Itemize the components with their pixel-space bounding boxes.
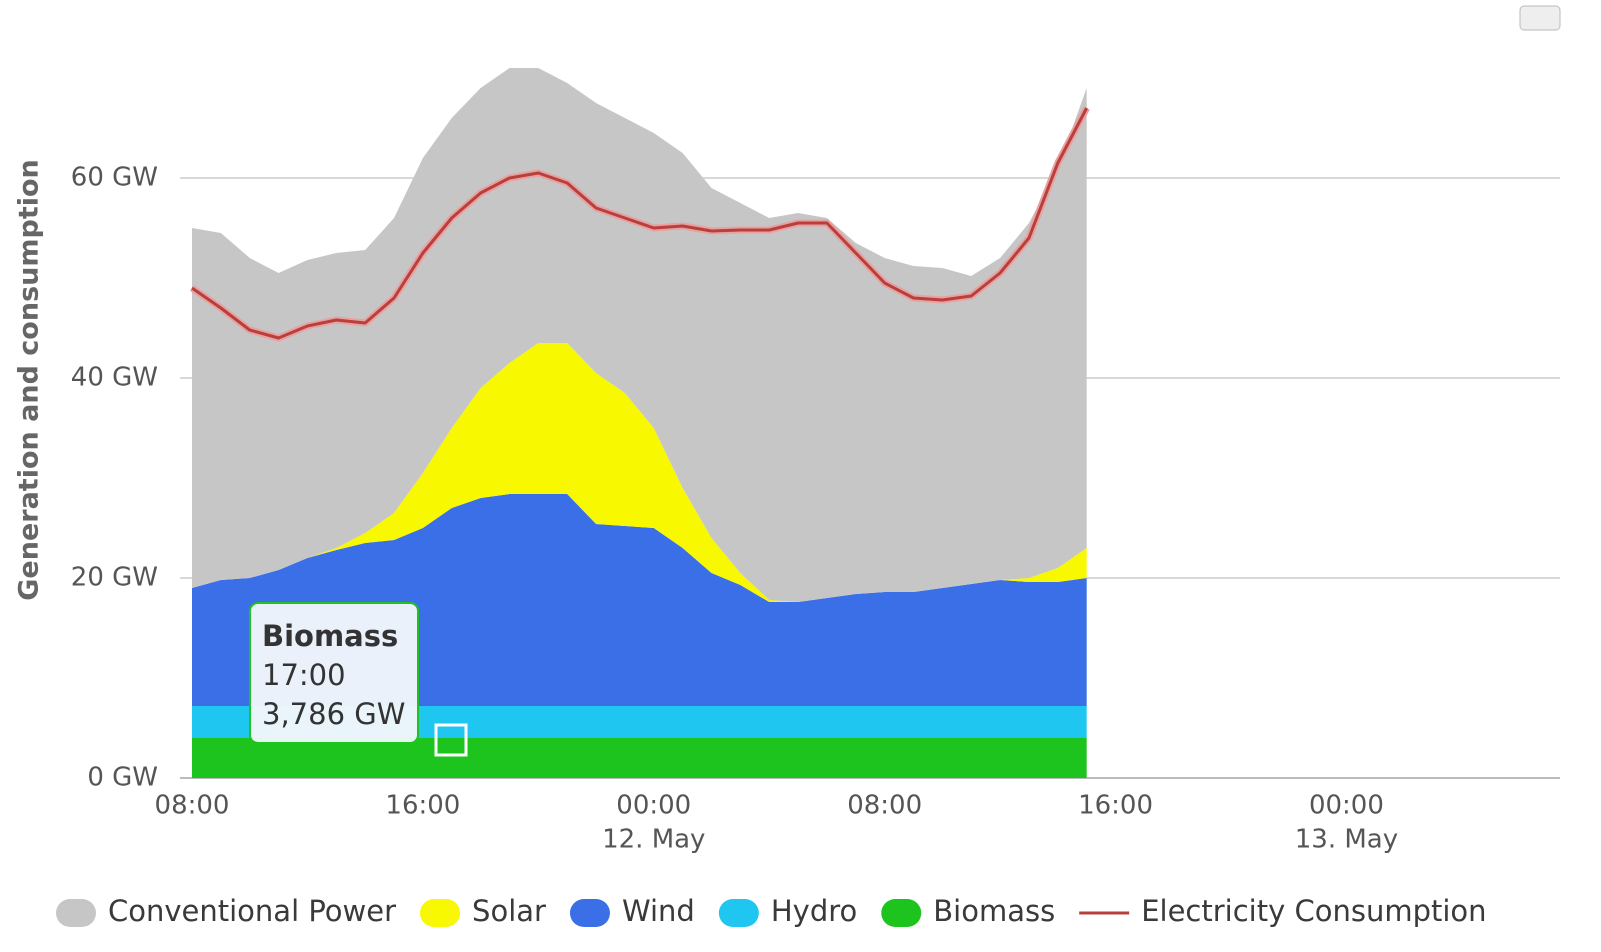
plot-area bbox=[180, 68, 1560, 779]
area bbox=[192, 343, 1087, 602]
y-tick-label: 40 GW bbox=[71, 363, 158, 393]
legend-symbol bbox=[420, 899, 461, 927]
tooltip-value: 3,786 GW bbox=[262, 697, 405, 731]
legend-item: Biomass bbox=[933, 894, 1055, 928]
export-button[interactable] bbox=[1519, 5, 1561, 31]
y-tick-label: 60 GW bbox=[71, 163, 158, 193]
hover-marker bbox=[434, 723, 468, 757]
legend-item: Electricity Consumption bbox=[1141, 894, 1486, 928]
legend-symbol bbox=[718, 899, 759, 927]
y-tick-label: 0 GW bbox=[87, 763, 158, 793]
legend-item: Solar bbox=[472, 894, 546, 928]
legend-item: Wind bbox=[622, 894, 695, 928]
x-day-label: 13. May bbox=[1295, 825, 1398, 855]
legend-symbol bbox=[56, 899, 96, 927]
tooltip: Biomass 17:00 3,786 GW bbox=[249, 602, 468, 757]
y-tick-label: 20 GW bbox=[71, 563, 158, 593]
tooltip-title: Biomass bbox=[262, 619, 398, 653]
legend-item: Hydro bbox=[771, 894, 857, 928]
area bbox=[192, 738, 1087, 778]
x-tick-label: 16:00 bbox=[1078, 791, 1153, 821]
area bbox=[192, 68, 1087, 602]
x-tick-label: 08:00 bbox=[847, 791, 922, 821]
line bbox=[191, 107, 1089, 340]
x-tick-label: 16:00 bbox=[385, 791, 460, 821]
legend-symbol bbox=[569, 899, 610, 927]
x-tick-label: 08:00 bbox=[155, 791, 230, 821]
x-day-label: 12. May bbox=[602, 825, 705, 855]
tooltip-time: 17:00 bbox=[262, 658, 346, 692]
legend-item: Conventional Power bbox=[108, 894, 396, 928]
x-tick-label: 00:00 bbox=[616, 791, 691, 821]
legend-symbol bbox=[881, 899, 922, 927]
tooltip-box bbox=[249, 602, 419, 744]
legend: Conventional Power Solar Wind Hydro Biomass E… bbox=[56, 894, 1487, 928]
y-axis-label: Generation and consumption bbox=[14, 159, 45, 601]
x-tick-label: 00:00 bbox=[1309, 791, 1384, 821]
